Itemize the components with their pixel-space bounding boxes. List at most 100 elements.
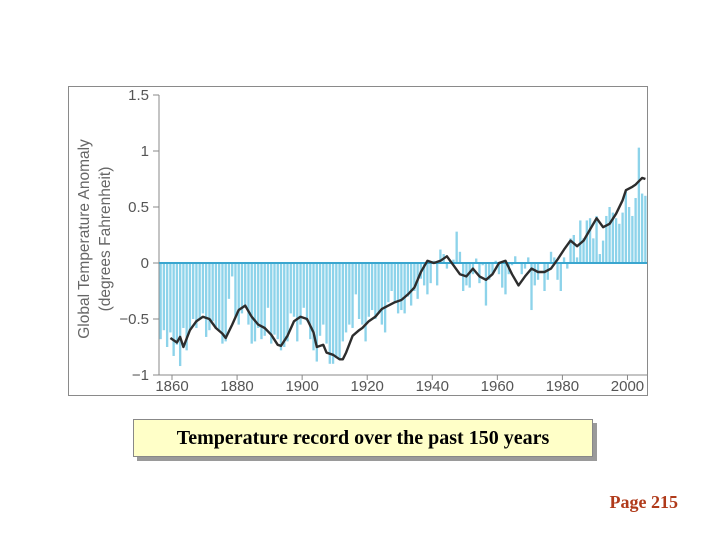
bar [361,263,364,325]
bar [367,263,371,317]
bar [559,263,562,291]
bar [640,193,644,263]
y-tick-label: 0 [141,255,149,272]
bar [335,263,338,359]
bar [370,263,374,311]
bar [429,263,432,284]
bar [257,263,260,328]
x-tick-label: 1980 [546,378,579,395]
bar [422,263,426,286]
y-tick-label: 0.5 [128,199,149,216]
bar [484,263,488,306]
bar [462,263,465,291]
bar [553,257,556,263]
bar [198,263,201,319]
bar [530,263,533,311]
bar [504,263,507,295]
bar [611,212,615,263]
bar [413,263,416,291]
bar [380,263,384,325]
bar [569,238,572,263]
y-tick-labels: 1.5 1 0.5 0 −0.5 −1 [119,87,149,384]
bar [322,263,325,325]
bar [588,218,592,263]
bar [523,263,527,269]
bar [426,263,429,295]
bar [458,251,462,263]
bar [162,263,166,331]
bar [341,263,344,342]
bar [325,263,328,344]
bar [237,263,240,325]
bar [292,263,296,317]
bar [205,263,208,337]
bar [396,263,400,314]
bar [270,263,273,344]
chart-frame: Global Temperature Anomaly (degrees Fahr… [68,86,648,396]
bar [439,249,442,263]
bar [175,263,179,345]
bar [608,207,611,263]
bar [475,258,478,263]
caption-box: Temperature record over the past 150 yea… [133,419,593,457]
bar [514,256,517,263]
bar [364,263,367,342]
bar [195,263,198,328]
bar [244,263,247,308]
bar [214,263,218,328]
bar [172,263,175,356]
bar [211,263,214,322]
bar [182,263,185,328]
bar [592,238,595,263]
bar [543,263,546,291]
bar [273,263,276,335]
x-tick-label: 1920 [351,378,384,395]
bar [305,263,309,322]
x-tick-label: 1960 [481,378,514,395]
bar [549,251,553,263]
bar [566,263,569,269]
bar [178,263,182,367]
x-tick-label: 1940 [416,378,449,395]
x-tick-label: 1860 [155,378,188,395]
bar [276,263,279,340]
bar [520,263,523,275]
bar [582,238,585,263]
bar [234,263,237,317]
bar [575,257,579,263]
bar [221,263,224,344]
bar [614,218,618,263]
bar [286,263,289,342]
bar [250,263,253,344]
bar [527,257,530,263]
bar [501,263,504,288]
bar [227,263,231,299]
y-tick-label: −1 [132,367,149,384]
bar [556,263,559,280]
plot-area [153,94,647,380]
bar [435,263,439,286]
bar [494,260,497,263]
bar [191,263,195,319]
bar [621,212,624,263]
x-tick-label: 1900 [285,378,318,395]
y-axis-label-line-1: Global Temperature Anomaly [76,139,93,339]
bar [634,198,637,263]
bar [618,223,621,263]
bar [201,263,205,314]
bar [455,231,458,263]
bar [562,257,566,263]
bar [309,263,312,340]
bar [403,263,406,314]
x-tick-label: 2000 [611,378,644,395]
page-number: Page 215 [609,492,678,512]
bar [598,254,601,263]
bar [344,263,348,333]
y-tick-label: −0.5 [119,311,149,328]
bar [637,147,641,263]
bar [208,263,211,331]
bar [390,263,393,291]
bar [445,263,449,269]
bar [627,207,631,263]
bar [481,263,484,266]
